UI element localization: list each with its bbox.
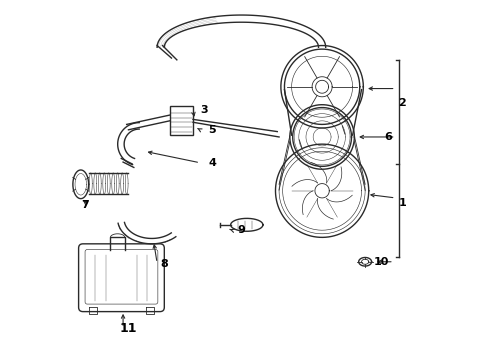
Text: 9: 9 bbox=[238, 225, 245, 235]
Bar bbox=[170, 107, 193, 135]
Text: 3: 3 bbox=[200, 105, 208, 115]
Text: 8: 8 bbox=[160, 259, 168, 269]
Text: 7: 7 bbox=[81, 200, 89, 210]
Text: 10: 10 bbox=[373, 257, 389, 267]
Text: 6: 6 bbox=[385, 132, 392, 142]
Text: 5: 5 bbox=[208, 125, 216, 135]
Text: 11: 11 bbox=[120, 322, 137, 335]
Text: 4: 4 bbox=[208, 158, 216, 168]
Text: 2: 2 bbox=[398, 98, 406, 108]
Text: 1: 1 bbox=[398, 198, 406, 208]
